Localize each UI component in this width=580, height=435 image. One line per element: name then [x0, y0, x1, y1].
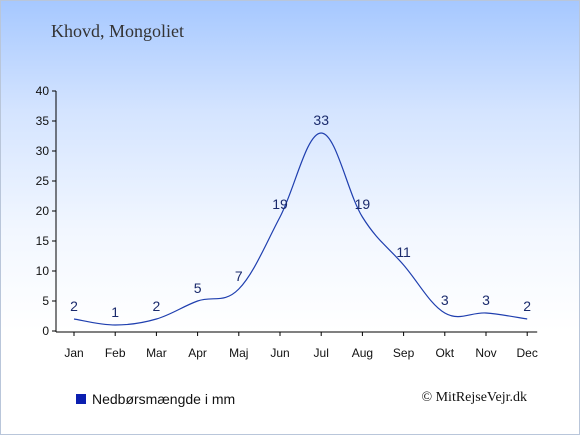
x-tick-label: Dec: [517, 346, 538, 360]
data-label: 5: [194, 280, 202, 296]
y-tick-label: 0: [42, 324, 49, 338]
data-label: 3: [441, 292, 449, 308]
chart-title: Khovd, Mongoliet: [51, 21, 184, 41]
data-label: 19: [355, 196, 371, 212]
copyright-text: © MitRejseVejr.dk: [421, 390, 527, 405]
data-label: 33: [313, 112, 329, 128]
y-tick-label: 35: [36, 114, 50, 128]
x-tick-label: Jun: [270, 346, 289, 360]
legend-label: Nedbørsmængde i mm: [92, 391, 236, 407]
x-tick-label: Jul: [314, 346, 329, 360]
x-tick-label: Jan: [64, 346, 83, 360]
y-tick-label: 30: [36, 144, 50, 158]
x-tick-label: Nov: [475, 346, 496, 360]
x-tick-label: Feb: [105, 346, 126, 360]
data-label: 2: [153, 298, 161, 314]
legend: Nedbørsmængde i mm: [76, 391, 235, 407]
y-tick-label: 25: [36, 174, 50, 188]
y-tick-label: 20: [36, 204, 50, 218]
x-tick-label: Aug: [352, 346, 373, 360]
data-label: 2: [523, 298, 531, 314]
data-label: 3: [482, 292, 490, 308]
data-label: 19: [272, 196, 288, 212]
data-label: 1: [111, 304, 119, 320]
data-label: 11: [396, 244, 411, 260]
y-tick-label: 5: [42, 294, 49, 308]
x-tick-label: Mar: [146, 346, 167, 360]
y-tick-label: 10: [36, 264, 50, 278]
data-label: 2: [70, 298, 78, 314]
legend-swatch: [76, 394, 86, 404]
x-tick-label: Okt: [435, 346, 454, 360]
x-tick-label: Maj: [229, 346, 248, 360]
y-tick-label: 15: [36, 234, 50, 248]
data-label: 7: [235, 268, 243, 284]
x-tick-label: Sep: [393, 346, 415, 360]
y-tick-label: 40: [36, 84, 50, 98]
series-line-precipitation: [73, 132, 528, 326]
x-tick-label: Apr: [188, 346, 207, 360]
